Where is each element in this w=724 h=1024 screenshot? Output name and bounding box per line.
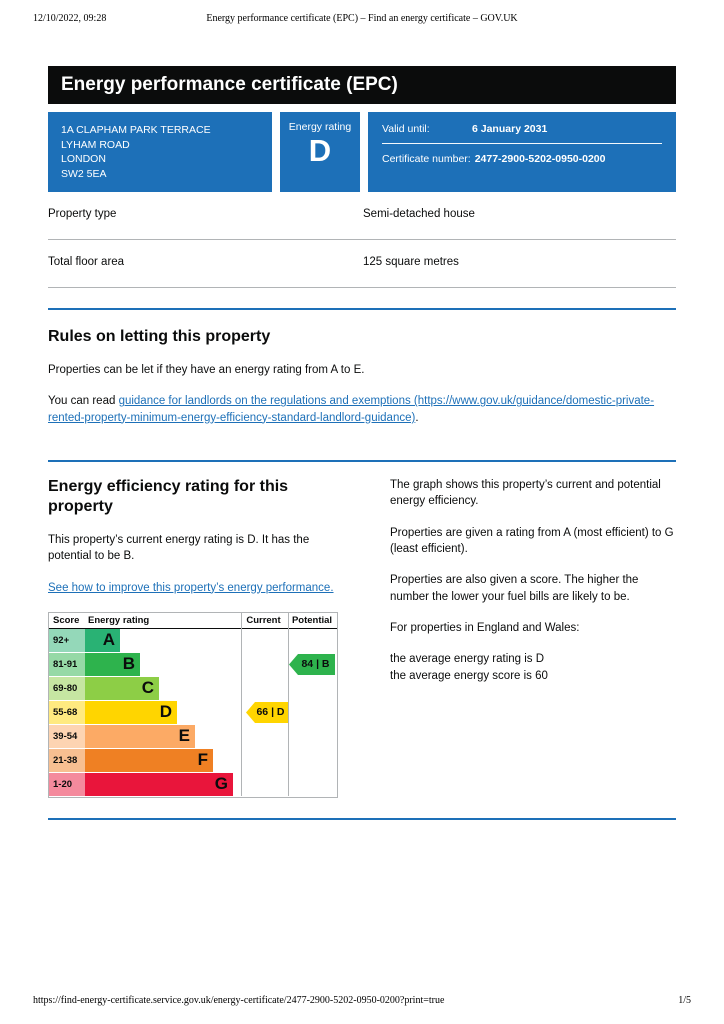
band-row-f: 21-38 F [49,748,337,772]
address-line: SW2 5EA [61,168,107,181]
rules-paragraph: Properties can be let if they have an en… [48,364,365,376]
property-type-label: Property type [48,208,117,220]
print-doc-title: Energy performance certificate (EPC) – F… [206,13,518,24]
valid-until-value: 6 January 2031 [472,123,548,135]
band-score-range: 55-68 [49,700,85,724]
validity-panel: Valid until: 6 January 2031 Certificate … [368,112,676,192]
band-row-e: 39-54 E [49,724,337,748]
band-bar-b: B [85,652,140,676]
certificate-page: Energy performance certificate (EPC) 1A … [48,66,676,820]
epc-banner: Energy performance certificate (EPC) [48,66,676,104]
page-title: Energy performance certificate (EPC) [61,74,398,95]
divider [382,143,662,144]
address-line: LYHAM ROAD [61,138,130,151]
section-divider [48,308,676,310]
certificate-summary-box: 1A CLAPHAM PARK TERRACE LYHAM ROAD LONDO… [48,112,676,192]
property-type-value: Semi-detached house [363,208,475,220]
band-bar-g: G [85,772,233,796]
certificate-number-label: Certificate number: [382,153,471,165]
rating-explainer: Properties are given a rating from A (mo… [390,526,674,555]
print-header: 12/10/2022, 09:28 Energy performance cer… [33,13,691,24]
band-row-a: 92+ A [49,628,337,652]
band-row-g: 1-20 G [49,772,337,796]
guidance-prefix: You can read [48,395,119,408]
chart-header-row: Score Energy rating Current Potential [49,613,337,629]
potential-rating-marker: 84 | B [289,653,335,675]
rating-intro: This property’s current energy rating is… [48,533,310,563]
rating-section-right: The graph shows this property’s current … [390,477,676,798]
column-header-energy-rating: Energy rating [88,614,150,626]
column-header-potential: Potential [291,614,333,626]
band-bar-a: A [85,628,120,652]
band-bar-c: C [85,676,159,700]
band-bar-e: E [85,724,195,748]
rating-explainer: The graph shows this property’s current … [390,478,661,508]
guidance-suffix: . [415,411,419,424]
rules-guidance-paragraph: You can read guidance for landlords on t… [48,393,676,426]
divider [288,612,289,796]
band-row-d: 55-68 D [49,700,337,724]
table-row: Property type Semi-detached house [48,192,676,240]
band-score-range: 39-54 [49,724,85,748]
energy-rating-panel: Energy rating D [280,112,360,192]
valid-until-label: Valid until: [382,123,430,135]
band-score-range: 81-91 [49,652,85,676]
rating-explainer: For properties in England and Wales: [390,621,580,634]
property-address: 1A CLAPHAM PARK TERRACE LYHAM ROAD LONDO… [48,112,272,192]
band-score-range: 69-80 [49,676,85,700]
energy-rating-label: Energy rating [288,121,352,133]
rating-section: Energy efficiency rating for this proper… [48,477,676,798]
energy-rating-value: D [308,133,332,168]
address-line: LONDON [61,153,106,166]
band-row-c: 69-80 C [49,676,337,700]
current-rating-label: 66 | D [256,706,285,719]
current-rating-marker: 66 | D [246,701,288,723]
floor-area-label: Total floor area [48,256,125,268]
band-score-range: 1-20 [49,772,85,796]
average-rating-line: the average energy rating is D [390,653,545,666]
print-datetime: 12/10/2022, 09:28 [33,13,107,24]
column-header-current: Current [246,614,281,626]
rating-heading: Energy efficiency rating for this proper… [48,477,289,515]
floor-area-value: 125 square metres [363,256,459,268]
page-number: 1/5 [678,995,691,1006]
band-bar-f: F [85,748,213,772]
improve-performance-link[interactable]: See how to improve this property’s energ… [48,581,334,594]
rating-section-left: Energy efficiency rating for this proper… [48,477,338,798]
table-row: Total floor area 125 square metres [48,240,676,288]
band-score-range: 92+ [49,628,85,652]
band-row-b: 81-91 B [49,652,337,676]
section-divider [48,817,676,820]
rules-heading: Rules on letting this property [48,328,271,345]
band-score-range: 21-38 [49,748,85,772]
band-bar-d: D [85,700,177,724]
potential-rating-label: 84 | B [301,658,330,671]
print-footer: https://find-energy-certificate.service.… [33,995,691,1006]
divider [241,612,242,796]
print-url: https://find-energy-certificate.service.… [33,995,445,1006]
rating-explainer: Properties are also given a score. The h… [390,574,639,603]
section-divider [48,459,676,462]
certificate-number-value: 2477-2900-5202-0950-0200 [474,153,606,165]
column-header-score: Score [53,614,80,626]
energy-rating-chart: Score Energy rating Current Potential 92… [48,611,338,798]
address-line: 1A CLAPHAM PARK TERRACE [61,124,211,136]
average-score-line: the average energy score is 60 [390,669,548,682]
landlord-guidance-link[interactable]: guidance for landlords on the regulation… [48,395,655,424]
